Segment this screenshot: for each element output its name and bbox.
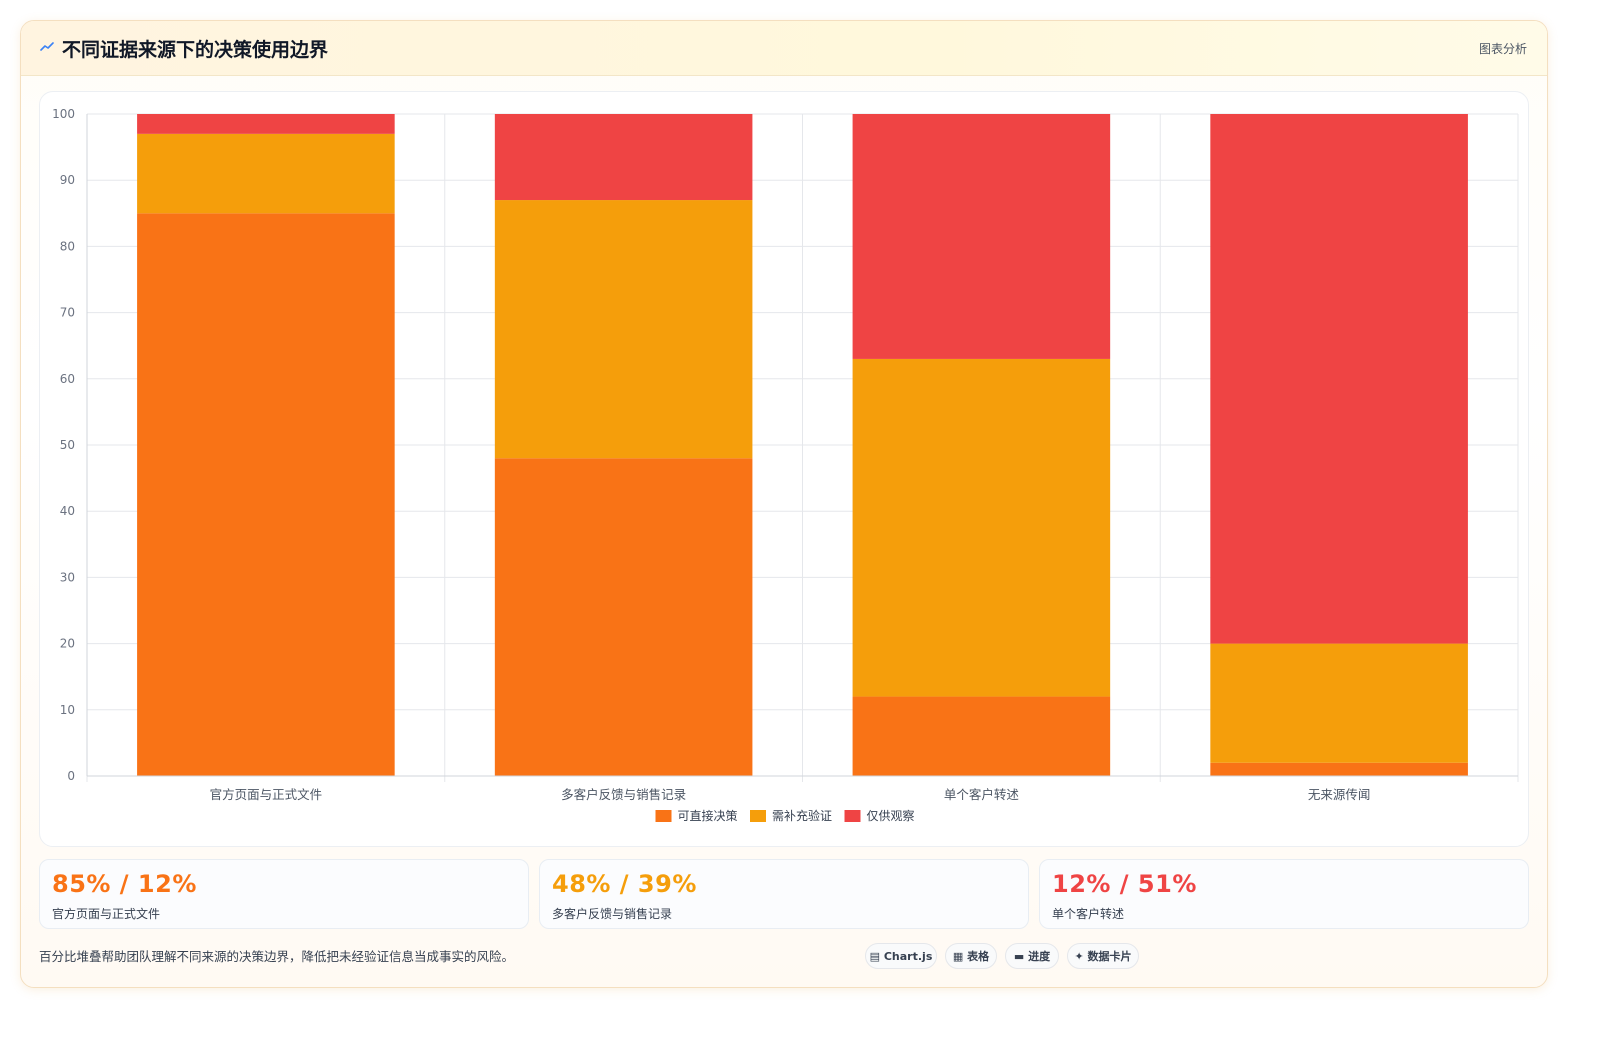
stat-card-official: 85% / 12% 官方页面与正式文件 <box>39 859 529 929</box>
chart-footnote: 百分比堆叠帮助团队理解不同来源的决策边界，降低把未经验证信息当成事实的风险。 <box>39 949 515 964</box>
legend-label: 仅供观察 <box>867 809 915 823</box>
y-tick-label: 10 <box>60 703 75 717</box>
tag-label: 数据卡片 <box>1087 950 1132 963</box>
page-title: 不同证据来源下的决策使用边界 <box>62 39 329 61</box>
bar-segment <box>1210 643 1468 763</box>
tag-chartjs[interactable]: ▤ Chart.js <box>865 943 937 969</box>
tag-label: Chart.js <box>883 950 933 963</box>
trend-icon <box>40 40 54 54</box>
bar-segment <box>137 213 395 777</box>
tag-progress[interactable]: ▬ 进度 <box>1005 943 1059 969</box>
y-tick-label: 60 <box>60 372 75 386</box>
bar-segment <box>852 358 1111 697</box>
x-tick-label: 单个客户转述 <box>944 787 1020 802</box>
chart-card: 不同证据来源下的决策使用边界 图表分析 0 10 20 30 40 50 60 70 80 90 1… <box>20 20 1548 988</box>
stacked-bar-chart: 0 10 20 30 40 50 60 70 80 90 100 官方页面与正式文件 多客户反馈与销售记… <box>52 107 1519 823</box>
stat-card-multi-customer: 48% / 39% 多客户反馈与销售记录 <box>539 859 1029 929</box>
x-tick-label: 官方页面与正式文件 <box>210 787 323 802</box>
y-tick-label: 80 <box>60 239 75 253</box>
y-tick-label: 90 <box>60 173 75 187</box>
y-tick-label: 0 <box>67 769 75 783</box>
card-icon: ✦ <box>1074 950 1084 963</box>
x-tick-label: 无来源传闻 <box>1308 787 1371 802</box>
stat-value: 12% / 51% <box>1052 870 1197 898</box>
bar-segment <box>137 114 395 134</box>
y-tick-label: 70 <box>60 306 75 320</box>
bar-segment <box>852 696 1111 776</box>
chart-panel: 0 10 20 30 40 50 60 70 80 90 100 官方页面与正式文件 多客户反馈与销售记… <box>39 91 1529 847</box>
stat-value: 48% / 39% <box>552 870 697 898</box>
bar-segment <box>137 133 395 214</box>
legend-swatch <box>750 810 766 822</box>
progress-icon: ▬ <box>1013 950 1025 963</box>
y-tick-label: 30 <box>60 570 75 584</box>
y-tick-label: 100 <box>52 107 75 121</box>
chart-analysis-tag: 图表分析 <box>1478 42 1527 56</box>
chart-icon: ▤ <box>869 950 881 963</box>
tag-label: 表格 <box>967 950 990 963</box>
legend-label: 可直接决策 <box>678 808 738 823</box>
y-tick-label: 50 <box>60 438 75 452</box>
x-tick-label: 多客户反馈与销售记录 <box>561 787 686 802</box>
tag-label: 进度 <box>1028 950 1051 963</box>
stat-label: 单个客户转述 <box>1052 907 1125 921</box>
tag-table[interactable]: ▦ 表格 <box>945 943 997 969</box>
card-header: 不同证据来源下的决策使用边界 图表分析 <box>21 21 1547 76</box>
y-tick-label: 40 <box>60 504 75 518</box>
stat-label: 多客户反馈与销售记录 <box>552 907 673 921</box>
stat-label: 官方页面与正式文件 <box>52 907 161 921</box>
legend-swatch <box>844 810 861 822</box>
bar-segment <box>494 114 753 201</box>
legend-label: 需补充验证 <box>772 808 832 823</box>
bar-segment <box>1210 762 1468 776</box>
bar-segment <box>1210 114 1468 644</box>
stat-value: 85% / 12% <box>52 870 197 898</box>
table-icon: ▦ <box>952 950 964 963</box>
bar-segment <box>852 114 1111 359</box>
stat-card-single-customer: 12% / 51% 单个客户转述 <box>1039 859 1529 929</box>
bar-segment <box>494 200 753 459</box>
legend-swatch <box>655 810 672 822</box>
y-tick-label: 20 <box>60 637 75 651</box>
bar-segment <box>494 458 753 776</box>
tag-data-card[interactable]: ✦ 数据卡片 <box>1067 943 1139 969</box>
